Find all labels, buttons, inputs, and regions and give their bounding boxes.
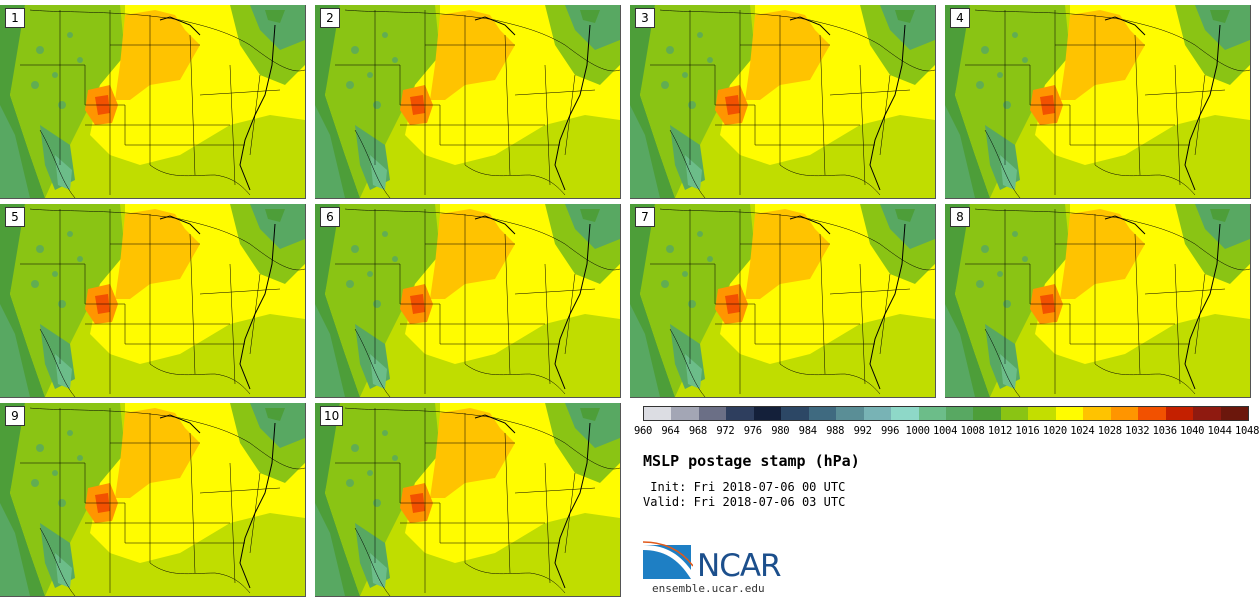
colorbar-swatch-10 bbox=[918, 407, 946, 420]
member-label-7: 7 bbox=[635, 207, 655, 227]
map-2 bbox=[315, 5, 620, 198]
colorbar-swatch-2 bbox=[698, 407, 727, 420]
colorbar-tick-label: 1004 bbox=[933, 425, 958, 437]
map-4 bbox=[945, 5, 1250, 198]
colorbar-swatch-5 bbox=[781, 407, 809, 420]
colorbar-swatch-4 bbox=[753, 407, 782, 420]
map-7 bbox=[630, 204, 935, 397]
colorbar-ticks: 960 964 968 972 976 980 984 988 992 996 1000 1004 10… bbox=[632, 425, 1259, 439]
colorbar-tick-label: 1040 bbox=[1180, 425, 1205, 437]
colorbar-swatch-12 bbox=[973, 407, 1001, 420]
colorbar-swatch-6 bbox=[808, 407, 837, 420]
colorbar-swatch-20 bbox=[1193, 407, 1221, 420]
valid-time: Valid: Fri 2018-07-06 03 UTC bbox=[643, 495, 846, 509]
stamp-panel-4: 4 bbox=[945, 5, 1251, 199]
colorbar-tick-label: 984 bbox=[798, 425, 817, 437]
map-8 bbox=[945, 204, 1250, 397]
colorbar-swatch-15 bbox=[1055, 407, 1084, 420]
colorbar-tick-label: 964 bbox=[661, 425, 680, 437]
colorbar-tick-label: 1020 bbox=[1042, 425, 1067, 437]
member-label-8: 8 bbox=[950, 207, 970, 227]
colorbar-swatch-0 bbox=[644, 407, 672, 420]
stamp-panel-3: 3 bbox=[630, 5, 936, 199]
ncar-logo-icon bbox=[643, 541, 693, 579]
colorbar-swatch-19 bbox=[1165, 407, 1194, 420]
colorbar bbox=[643, 406, 1249, 421]
stamp-panel-1: 1 bbox=[0, 5, 306, 199]
colorbar-tick-label: 980 bbox=[771, 425, 790, 437]
stamp-panel-6: 6 bbox=[315, 204, 621, 398]
colorbar-tick-label: 1016 bbox=[1015, 425, 1040, 437]
colorbar-swatch-21 bbox=[1220, 407, 1248, 420]
member-label-4: 4 bbox=[950, 8, 970, 28]
colorbar-tick-label: 992 bbox=[853, 425, 872, 437]
colorbar-swatch-14 bbox=[1028, 407, 1056, 420]
member-label-6: 6 bbox=[320, 207, 340, 227]
colorbar-tick-label: 972 bbox=[716, 425, 735, 437]
map-3 bbox=[630, 5, 935, 198]
colorbar-tick-label: 1008 bbox=[960, 425, 985, 437]
colorbar-tick-label: 968 bbox=[688, 425, 707, 437]
member-label-1: 1 bbox=[5, 8, 25, 28]
chart-title: MSLP postage stamp (hPa) bbox=[643, 452, 860, 470]
colorbar-swatch-8 bbox=[863, 407, 892, 420]
member-label-5: 5 bbox=[5, 207, 25, 227]
site-url: ensemble.ucar.edu bbox=[652, 582, 765, 595]
map-5 bbox=[0, 204, 305, 397]
colorbar-swatch-16 bbox=[1083, 407, 1111, 420]
colorbar-swatch-13 bbox=[1000, 407, 1029, 420]
colorbar-swatch-18 bbox=[1138, 407, 1166, 420]
colorbar-tick-label: 1036 bbox=[1152, 425, 1177, 437]
map-1 bbox=[0, 5, 305, 198]
map-9 bbox=[0, 403, 305, 596]
member-label-2: 2 bbox=[320, 8, 340, 28]
stamp-panel-8: 8 bbox=[945, 204, 1251, 398]
colorbar-tick-label: 1028 bbox=[1097, 425, 1122, 437]
colorbar-tick-label: 996 bbox=[881, 425, 900, 437]
colorbar-tick-label: 976 bbox=[743, 425, 762, 437]
init-time: Init: Fri 2018-07-06 00 UTC bbox=[643, 480, 846, 494]
stamp-panel-5: 5 bbox=[0, 204, 306, 398]
colorbar-swatch-17 bbox=[1110, 407, 1139, 420]
member-label-10: 10 bbox=[320, 406, 344, 426]
member-label-3: 3 bbox=[635, 8, 655, 28]
stamp-panel-9: 9 bbox=[0, 403, 306, 597]
member-label-9: 9 bbox=[5, 406, 25, 426]
colorbar-tick-label: 1044 bbox=[1207, 425, 1232, 437]
map-6 bbox=[315, 204, 620, 397]
stamp-panel-10: 10 bbox=[315, 403, 621, 597]
colorbar-tick-label: 1012 bbox=[987, 425, 1012, 437]
colorbar-tick-label: 960 bbox=[633, 425, 653, 437]
colorbar-swatch-11 bbox=[945, 407, 974, 420]
colorbar-tick-label: 1000 bbox=[905, 425, 930, 437]
map-10 bbox=[315, 403, 620, 596]
stamp-panel-2: 2 bbox=[315, 5, 621, 199]
colorbar-tick-label: 988 bbox=[826, 425, 845, 437]
colorbar-swatch-1 bbox=[671, 407, 699, 420]
stamp-panel-7: 7 bbox=[630, 204, 936, 398]
colorbar-tick-label: 1024 bbox=[1070, 425, 1095, 437]
ncar-wordmark: NCAR bbox=[697, 548, 782, 584]
colorbar-swatch-7 bbox=[836, 407, 864, 420]
colorbar-swatch-3 bbox=[726, 407, 754, 420]
colorbar-swatch-9 bbox=[891, 407, 919, 420]
colorbar-tick-label: 1032 bbox=[1125, 425, 1150, 437]
colorbar-tick-label: 1048 bbox=[1235, 425, 1260, 437]
